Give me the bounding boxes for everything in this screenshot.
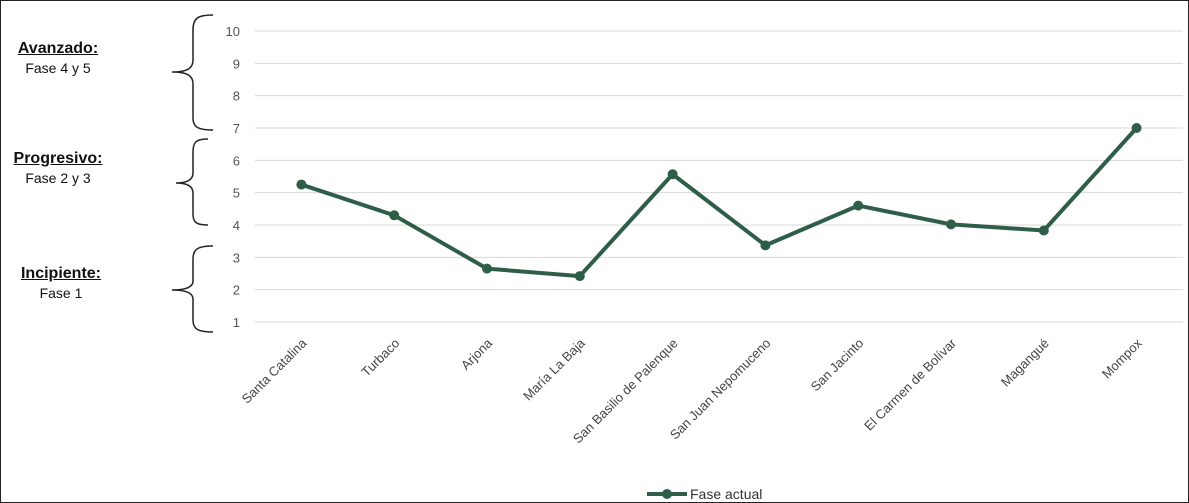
x-tick-label: Mompox (1099, 335, 1145, 381)
brace-avanzado (171, 14, 214, 131)
stage-progresivo-subtitle: Fase 2 y 3 (25, 170, 91, 186)
x-tick-label: El Carmen de Bolívar (861, 335, 959, 433)
x-tick-label: Turbaco (358, 336, 402, 380)
data-point (853, 200, 864, 211)
brace-progresivo (175, 138, 209, 226)
y-tick-label: 9 (233, 56, 240, 71)
stage-incipiente-subtitle: Fase 1 (39, 285, 83, 301)
y-tick-label: 5 (233, 186, 240, 201)
stage-incipiente: Incipiente: Fase 1 (16, 265, 106, 301)
x-tick-label: Magangué (998, 336, 1052, 390)
stage-incipiente-title: Incipiente: (20, 265, 101, 282)
y-tick-label: 7 (233, 121, 240, 136)
data-point (574, 271, 585, 282)
y-tick-label: 8 (233, 89, 240, 104)
y-tick-label: 4 (233, 218, 240, 233)
brace-incipiente (171, 245, 214, 333)
series-line (300, 126, 1139, 279)
y-tick-label: 1 (233, 315, 240, 330)
data-point (296, 179, 307, 190)
y-tick-label: 2 (233, 283, 240, 298)
stage-progresivo-title: Progresivo: (13, 150, 103, 167)
stage-progresivo: Progresivo: Fase 2 y 3 (4, 150, 112, 186)
x-tick-label: San Basilio de Palenque (570, 336, 681, 447)
data-point (760, 240, 771, 251)
stage-avanzado: Avanzado: Fase 4 y 5 (8, 40, 108, 76)
data-point (389, 210, 400, 221)
y-tick-label: 3 (233, 250, 240, 265)
legend-marker (662, 489, 672, 499)
x-tick-label: Santa Catalina (239, 335, 310, 406)
x-tick-label: San Juan Nepomuceno (667, 336, 774, 443)
data-point (1131, 123, 1142, 133)
data-point (667, 169, 678, 180)
data-point (1038, 225, 1049, 236)
x-tick-label: Arjona (458, 335, 496, 373)
y-tick-label: 6 (233, 153, 240, 168)
legend-label: Fase actual (690, 486, 762, 502)
data-point (482, 263, 492, 274)
x-tick-label: María La Baja (520, 335, 588, 403)
data-point (946, 219, 956, 230)
y-tick-label: 10 (226, 24, 240, 39)
stage-avanzado-subtitle: Fase 4 y 5 (25, 60, 91, 76)
stage-avanzado-title: Avanzado: (17, 40, 99, 57)
x-tick-label: San Jacinto (808, 336, 867, 395)
